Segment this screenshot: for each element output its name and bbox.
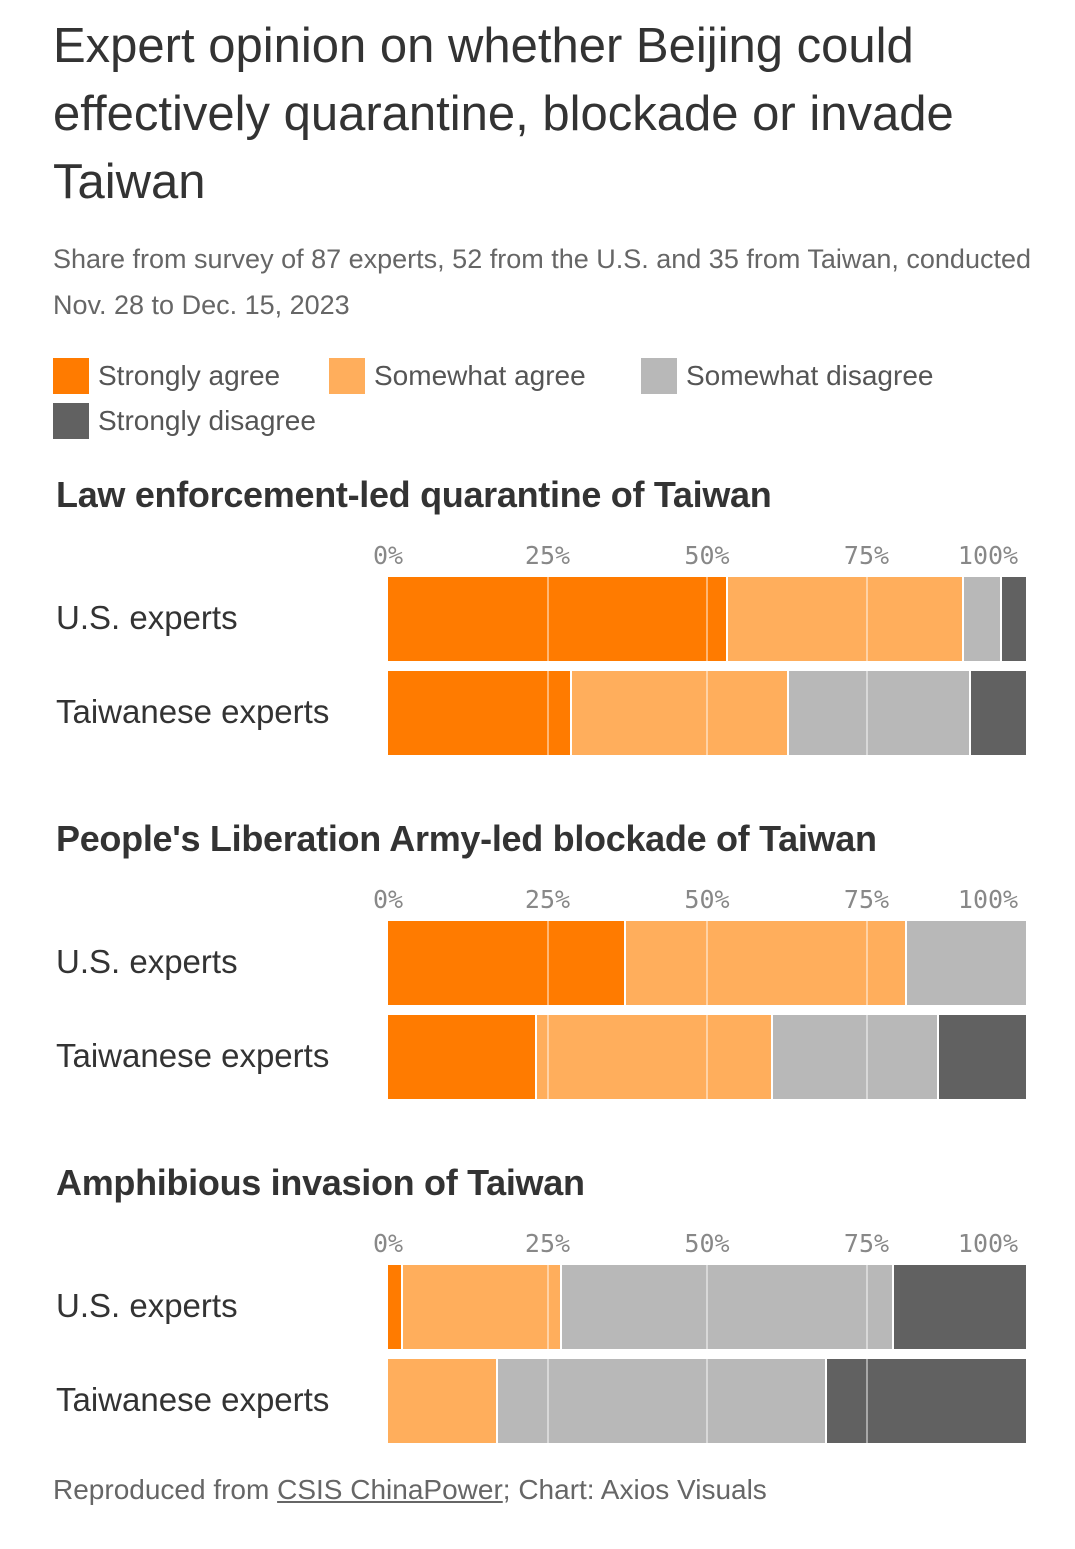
tick-label: 0% bbox=[372, 885, 404, 914]
tick-label: 50% bbox=[684, 1229, 730, 1258]
bar-row-u-s-experts bbox=[388, 1265, 1026, 1349]
tick-label: 25% bbox=[524, 541, 571, 570]
gridline bbox=[546, 577, 549, 661]
row-label: U.S. experts bbox=[56, 943, 238, 980]
gridline bbox=[706, 577, 708, 661]
gridline bbox=[546, 1265, 549, 1349]
bar-row-taiwanese-experts bbox=[388, 671, 1026, 755]
tick-label: 0% bbox=[372, 541, 404, 570]
bar-segment-strongly-disagree bbox=[936, 1015, 1026, 1099]
gridline bbox=[706, 1265, 708, 1349]
bar-segment-somewhat-disagree bbox=[962, 577, 1001, 661]
gridline bbox=[546, 1015, 549, 1099]
bar-segment-somewhat-disagree bbox=[496, 1359, 826, 1443]
gridline bbox=[706, 1015, 708, 1099]
bar-row-taiwanese-experts bbox=[388, 1359, 1026, 1443]
source-link[interactable]: CSIS ChinaPower bbox=[277, 1474, 503, 1505]
legend-swatch bbox=[53, 358, 89, 394]
gridline bbox=[865, 921, 868, 1005]
tick-label: 25% bbox=[524, 885, 571, 914]
bar-segment-strongly-disagree bbox=[825, 1359, 1026, 1443]
tick-label: 100% bbox=[957, 885, 1019, 914]
bar-segment-somewhat-agree bbox=[400, 1265, 561, 1349]
legend-label: Somewhat agree bbox=[374, 360, 586, 391]
legend-swatch bbox=[329, 358, 365, 394]
gridline bbox=[706, 921, 708, 1005]
row-label: Taiwanese experts bbox=[56, 1037, 330, 1074]
bar-row-u-s-experts bbox=[388, 577, 1026, 661]
row-label: Taiwanese experts bbox=[56, 693, 330, 730]
legend-swatch bbox=[641, 358, 677, 394]
tick-label: 75% bbox=[843, 885, 890, 914]
row-label: U.S. experts bbox=[56, 1287, 238, 1324]
gridline bbox=[546, 921, 549, 1005]
legend-item-strongly-agree: Strongly agree bbox=[53, 358, 280, 394]
tick-label: 75% bbox=[843, 541, 890, 570]
gridline bbox=[865, 1359, 868, 1443]
bar-segment-somewhat-agree bbox=[726, 577, 963, 661]
legend-item-strongly-disagree: Strongly disagree bbox=[53, 403, 316, 439]
legend-label: Strongly agree bbox=[98, 360, 281, 391]
bar-segment-somewhat-disagree bbox=[560, 1265, 892, 1349]
gridline bbox=[865, 1265, 868, 1349]
bar-segment-strongly-agree bbox=[388, 1265, 401, 1349]
legend-label: Somewhat disagree bbox=[686, 360, 934, 391]
bar-segment-strongly-agree bbox=[388, 671, 570, 755]
bar-segment-somewhat-agree bbox=[388, 1359, 497, 1443]
tick-label: 100% bbox=[957, 1229, 1019, 1258]
footer-prefix: Reproduced from bbox=[53, 1474, 278, 1505]
gridline bbox=[546, 671, 549, 755]
gridline bbox=[706, 1359, 708, 1443]
tick-label: 25% bbox=[524, 1229, 571, 1258]
source-credit: Reproduced from CSIS ChinaPower; Chart: … bbox=[53, 1474, 767, 1506]
tick-label: 50% bbox=[684, 885, 730, 914]
gridline bbox=[865, 671, 868, 755]
bar-segment-somewhat-disagree bbox=[904, 921, 1026, 1005]
bar-segment-somewhat-agree bbox=[624, 921, 905, 1005]
chart-subtitle: Share from survey of 87 experts, 52 from… bbox=[53, 244, 1031, 320]
bar-row-taiwanese-experts bbox=[388, 1015, 1026, 1099]
legend-item-somewhat-agree: Somewhat agree bbox=[329, 358, 586, 394]
footer-suffix: ; Chart: Axios Visuals bbox=[502, 1474, 767, 1505]
row-label: Taiwanese experts bbox=[56, 1381, 330, 1418]
legend-label: Strongly disagree bbox=[98, 405, 316, 436]
bar-segment-strongly-disagree bbox=[968, 671, 1026, 755]
bar-segment-somewhat-agree bbox=[534, 1015, 771, 1099]
tick-label: 0% bbox=[372, 1229, 404, 1258]
bar-segment-somewhat-disagree bbox=[786, 671, 969, 755]
tick-label: 50% bbox=[684, 541, 730, 570]
bar-segment-strongly-disagree bbox=[892, 1265, 1026, 1349]
legend-item-somewhat-disagree: Somewhat disagree bbox=[641, 358, 933, 394]
panel-title: Law enforcement-led quarantine of Taiwan bbox=[56, 474, 772, 515]
bar-segment-somewhat-agree bbox=[569, 671, 787, 755]
legend-swatch bbox=[53, 403, 89, 439]
gridline bbox=[706, 671, 708, 755]
gridline bbox=[865, 1015, 868, 1099]
bar-segment-somewhat-disagree bbox=[770, 1015, 937, 1099]
row-label: U.S. experts bbox=[56, 599, 238, 636]
bar-segment-strongly-agree bbox=[388, 1015, 535, 1099]
tick-label: 100% bbox=[957, 541, 1019, 570]
chart-title: Expert opinion on whether Beijing could … bbox=[53, 19, 954, 209]
bar-row-u-s-experts bbox=[388, 921, 1026, 1005]
panel-title: Amphibious invasion of Taiwan bbox=[56, 1162, 585, 1203]
bar-segment-strongly-agree bbox=[388, 921, 625, 1005]
bar-segment-strongly-disagree bbox=[1000, 577, 1026, 661]
gridline bbox=[546, 1359, 549, 1443]
tick-label: 75% bbox=[843, 1229, 890, 1258]
panel-title: People's Liberation Army-led blockade of… bbox=[56, 818, 877, 859]
gridline bbox=[865, 577, 868, 661]
bar-segment-strongly-agree bbox=[388, 577, 727, 661]
